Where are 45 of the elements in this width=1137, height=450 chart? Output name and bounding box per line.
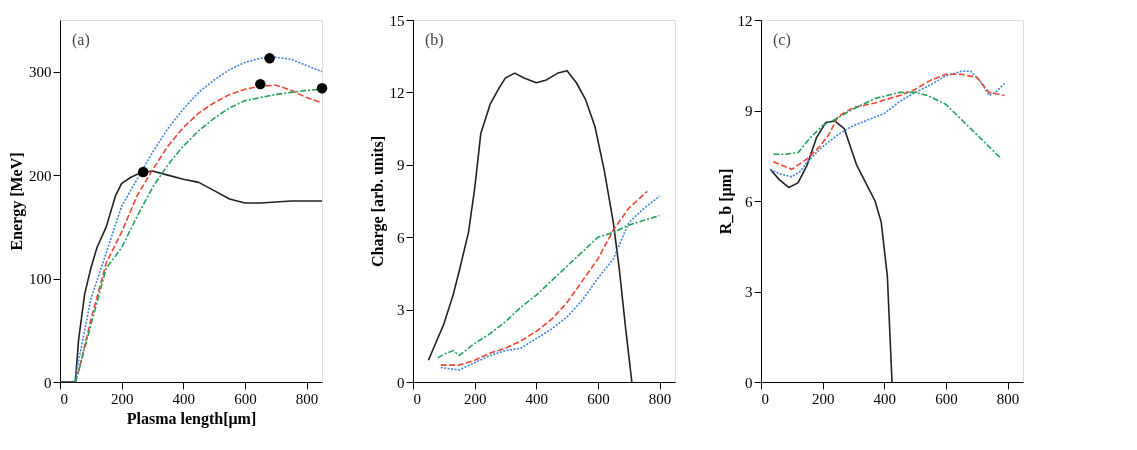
annotation: (a): [72, 31, 90, 49]
x-tick-label: 600: [587, 390, 610, 407]
x-tick-label: 800: [996, 390, 1020, 407]
y-tick-label: 200: [29, 167, 52, 184]
point: [316, 83, 328, 94]
line-series: [772, 91, 1003, 160]
x-tick-label: 400: [525, 390, 549, 407]
x-tick-label: 600: [234, 390, 257, 407]
y-tick-label: 6: [745, 193, 753, 210]
y-tick-label: 0: [397, 374, 405, 391]
y-tick-label: 9: [745, 103, 753, 119]
line-series: [769, 120, 893, 383]
y-tick-label: 12: [737, 12, 753, 29]
line-series: [436, 214, 661, 359]
y-axis-title: R_b [μm]: [716, 168, 735, 235]
x-tick-label: 200: [110, 390, 134, 407]
x-tick-label: 0: [761, 390, 769, 407]
x-tick-label: 400: [172, 390, 196, 407]
y-tick-label: 3: [397, 302, 405, 319]
y-tick-label: 3: [745, 284, 753, 300]
line-series: [427, 69, 633, 383]
point: [255, 78, 266, 90]
y-axis-title: Energy [MeV]: [8, 152, 26, 251]
y-tick-label: 0: [745, 374, 753, 391]
y-tick-label: 15: [389, 12, 405, 29]
annotation: (b): [425, 31, 444, 49]
y-tick-label: 6: [397, 229, 405, 246]
y-tick-label: 0: [44, 374, 52, 391]
x-tick-label: 200: [811, 390, 835, 407]
y-tick-label: 100: [29, 271, 52, 288]
y-tick-label: 300: [29, 64, 52, 81]
x-tick-label: 200: [463, 390, 487, 407]
x-tick-label: 800: [648, 390, 672, 407]
y-tick-label: 9: [397, 157, 405, 174]
y-axis-title: Charge [arb. units]: [368, 135, 387, 268]
point: [137, 166, 149, 178]
annotation: (c): [773, 31, 791, 49]
x-tick-label: 0: [60, 390, 68, 407]
x-tick-label: 800: [295, 390, 319, 407]
x-axis-title: Plasma length[μm]: [126, 409, 257, 428]
x-tick-label: 600: [935, 390, 958, 407]
point: [264, 53, 275, 64]
x-tick-label: 0: [413, 390, 421, 407]
x-tick-label: 400: [873, 390, 897, 407]
y-tick-label: 12: [389, 84, 405, 101]
